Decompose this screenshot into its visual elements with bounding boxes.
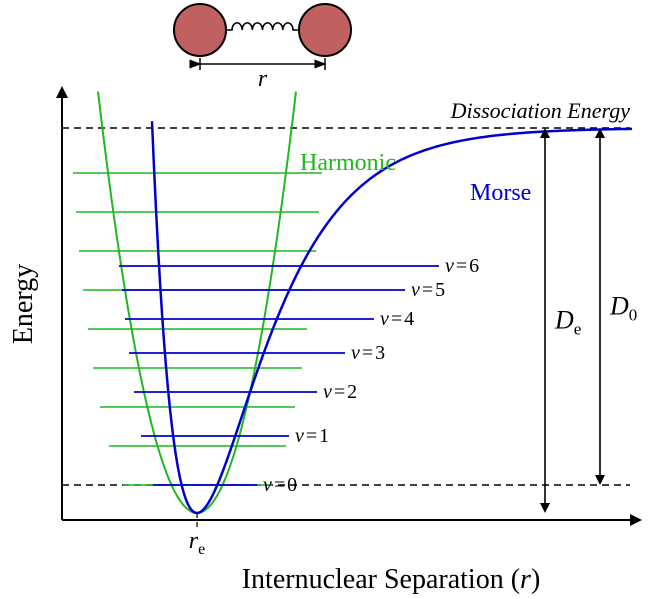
level-label: v=6 bbox=[445, 255, 479, 277]
spring-label: r bbox=[258, 66, 268, 92]
atom-right bbox=[299, 4, 351, 56]
level-label: v=0 bbox=[263, 474, 297, 496]
re-label: re bbox=[189, 528, 205, 558]
dissociation-label: Dissociation Energy bbox=[450, 98, 631, 123]
morse-label: Morse bbox=[470, 180, 531, 206]
diagram-container: r Energy Internuclear Separation (r) v=0 v=1… bbox=[0, 0, 649, 599]
d0-arrow-label: D0 bbox=[609, 292, 637, 325]
atom-left bbox=[174, 4, 226, 56]
harmonic-label: Harmonic bbox=[300, 150, 396, 176]
x-axis-arrow-icon bbox=[630, 514, 642, 526]
y-axis-label: Energy bbox=[8, 264, 39, 344]
level-label: v=4 bbox=[380, 308, 414, 330]
spring-icon bbox=[226, 23, 299, 30]
level-label: v=3 bbox=[351, 342, 385, 364]
level-label: v=5 bbox=[411, 279, 445, 301]
x-axis-label: Internuclear Separation (r) bbox=[242, 564, 541, 595]
level-label: v=1 bbox=[295, 425, 329, 447]
harmonic-curve bbox=[98, 92, 296, 513]
y-axis-arrow-icon bbox=[56, 86, 68, 98]
diagram-svg: r Energy Internuclear Separation (r) v=0 v=1… bbox=[0, 0, 649, 599]
de-arrow-label: De bbox=[554, 306, 581, 339]
level-label: v=2 bbox=[323, 381, 357, 403]
